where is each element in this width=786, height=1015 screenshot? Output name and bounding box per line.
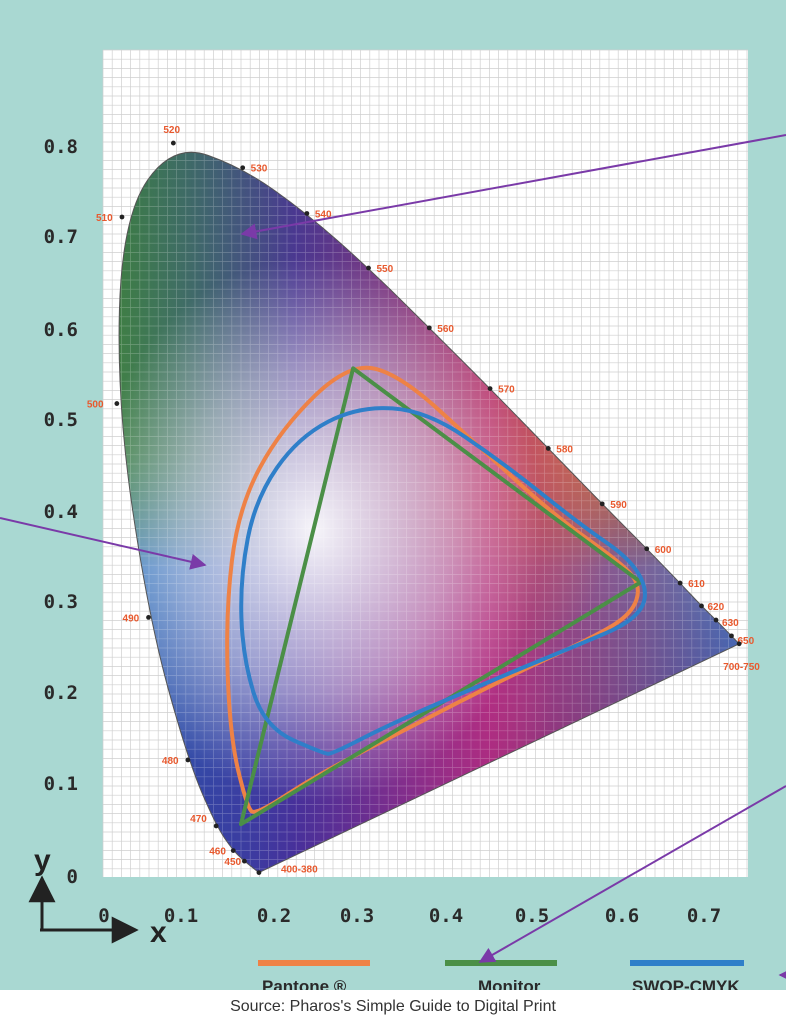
wavelength-label-530: 530 — [251, 164, 268, 175]
wavelength-label-500: 500 — [87, 400, 104, 411]
x-axis-label: x — [150, 916, 167, 949]
y-tick-0.4: 0.4 — [44, 501, 78, 523]
locus-point-570 — [487, 386, 493, 391]
y-tick-0.2: 0.2 — [44, 682, 78, 704]
y-tick-0.7: 0.7 — [44, 226, 78, 248]
wavelength-label-600: 600 — [655, 545, 672, 556]
locus-point-460 — [230, 848, 236, 853]
y-tick-0.1: 0.1 — [44, 773, 78, 795]
wavelength-label-460: 460 — [209, 847, 226, 858]
locus-point-480 — [185, 757, 191, 763]
wavelength-label-550: 550 — [377, 264, 394, 275]
locus-point-590 — [599, 501, 605, 507]
annotation-arrow-green — [240, 134, 786, 240]
locus-point-630 — [713, 617, 719, 623]
locus-point-540 — [304, 211, 310, 216]
locus-point-580 — [545, 446, 551, 451]
locus-point-700-750 — [736, 641, 742, 647]
x-tick-0.6: 0.6 — [605, 905, 639, 927]
x-tick-0.3: 0.3 — [340, 905, 374, 927]
wavelength-label-590: 590 — [610, 500, 627, 511]
locus-point-560 — [426, 325, 432, 331]
x-tick-0.1: 0.1 — [164, 905, 198, 927]
locus-point-550 — [366, 265, 371, 271]
x-tick-0.5: 0.5 — [515, 905, 549, 927]
wavelength-label-620: 620 — [707, 602, 724, 613]
locus-point-400-380 — [256, 870, 262, 875]
caption: Source: Pharos's Simple Guide to Digital… — [0, 990, 786, 1015]
wavelength-label-510: 510 — [96, 213, 113, 224]
wavelength-label-610: 610 — [688, 579, 705, 590]
wavelength-label-540: 540 — [315, 209, 332, 220]
wavelength-label-700-750: 700-750 — [723, 662, 760, 673]
x-tick-0.4: 0.4 — [429, 905, 463, 927]
x-tick-0: 0 — [98, 905, 109, 927]
wavelength-label-490: 490 — [123, 613, 140, 624]
series-pantone — [225, 365, 640, 814]
gamut-series — [225, 365, 647, 827]
locus-point-450 — [241, 858, 247, 864]
wavelength-label-480: 480 — [162, 756, 179, 767]
x-tick-0.2: 0.2 — [257, 905, 291, 927]
series-swop-cmyk — [239, 406, 647, 756]
axis-ticks: 0 0.1 0.2 0.3 0.4 0.5 0.6 0.7 0 0.1 0.2 0.3 0.4 0.5 0.… — [44, 136, 721, 927]
annotation-arrows — [0, 134, 786, 983]
wavelength-label-520: 520 — [163, 125, 180, 136]
wavelength-label-560: 560 — [437, 324, 454, 335]
locus-point-510 — [119, 214, 125, 220]
wavelength-label-450: 450 — [224, 857, 241, 868]
annotation-arrow-blue — [0, 517, 207, 570]
wavelength-label-580: 580 — [556, 444, 573, 455]
y-axis-label: y — [34, 844, 51, 877]
wavelength-label-650: 650 — [737, 636, 754, 647]
annotation-arrow-monitor — [478, 785, 786, 963]
locus-point-620 — [699, 603, 704, 609]
y-tick-0.6: 0.6 — [44, 319, 78, 341]
locus-point-530 — [240, 165, 246, 171]
y-tick-0.3: 0.3 — [44, 591, 78, 613]
x-tick-0.7: 0.7 — [687, 905, 721, 927]
wavelength-label-470: 470 — [190, 814, 207, 825]
locus-point-500 — [114, 401, 120, 406]
locus-point-470 — [213, 823, 219, 829]
spectral-locus-outline — [118, 151, 741, 874]
y-tick-0: 0 — [67, 866, 78, 888]
locus-point-650 — [729, 633, 734, 639]
locus-point-600 — [644, 546, 650, 552]
locus-point-610 — [677, 580, 683, 586]
wavelength-label-400-380: 400-380 — [281, 865, 318, 876]
locus-point-520 — [170, 140, 176, 146]
y-tick-0.8: 0.8 — [44, 136, 78, 158]
locus-point-490 — [146, 615, 151, 620]
y-tick-0.5: 0.5 — [44, 409, 78, 431]
wavelength-label-630: 630 — [722, 618, 739, 629]
wavelength-label-570: 570 — [498, 385, 515, 396]
